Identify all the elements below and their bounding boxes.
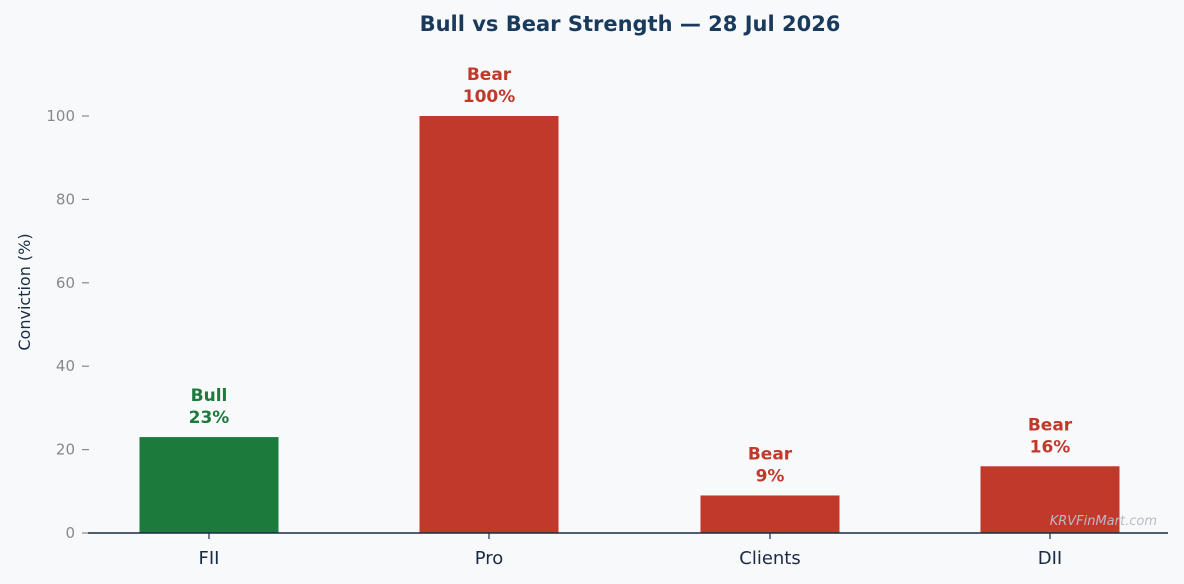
y-tick-label: 40 xyxy=(56,357,75,375)
x-tick-label: DII xyxy=(1038,548,1062,569)
bar-dii xyxy=(980,466,1120,533)
bar-value-label: 16% xyxy=(1030,437,1071,457)
chart-title: Bull vs Bear Strength — 28 Jul 2026 xyxy=(420,12,841,36)
y-axis: 0 20 40 60 80 100 xyxy=(46,107,89,542)
y-tick-label: 80 xyxy=(56,190,75,208)
y-tick-label: 0 xyxy=(65,524,75,542)
x-tick-label: Pro xyxy=(475,548,504,569)
watermark-text: KRVFinMart.com xyxy=(1050,514,1157,529)
bar-pro xyxy=(419,116,559,533)
bar-fii xyxy=(139,437,279,533)
y-tick-label: 100 xyxy=(46,107,75,125)
bar-sentiment-label: Bear xyxy=(467,65,512,85)
bar-value-label: 100% xyxy=(463,87,516,107)
y-tick-label: 60 xyxy=(56,274,75,292)
y-tick-label: 20 xyxy=(56,441,75,459)
x-tick-label: FII xyxy=(199,548,220,569)
x-tick-label: Clients xyxy=(739,548,801,569)
y-axis-label: Conviction (%) xyxy=(15,233,34,350)
bar-sentiment-label: Bear xyxy=(1028,415,1073,435)
bar-sentiment-label: Bear xyxy=(748,444,793,464)
bar-value-label: 9% xyxy=(756,466,785,486)
bar-clients xyxy=(700,495,840,533)
bar-sentiment-label: Bull xyxy=(191,386,228,406)
x-axis: FII Pro Clients DII xyxy=(199,533,1062,569)
bar-value-label: 23% xyxy=(189,408,230,428)
